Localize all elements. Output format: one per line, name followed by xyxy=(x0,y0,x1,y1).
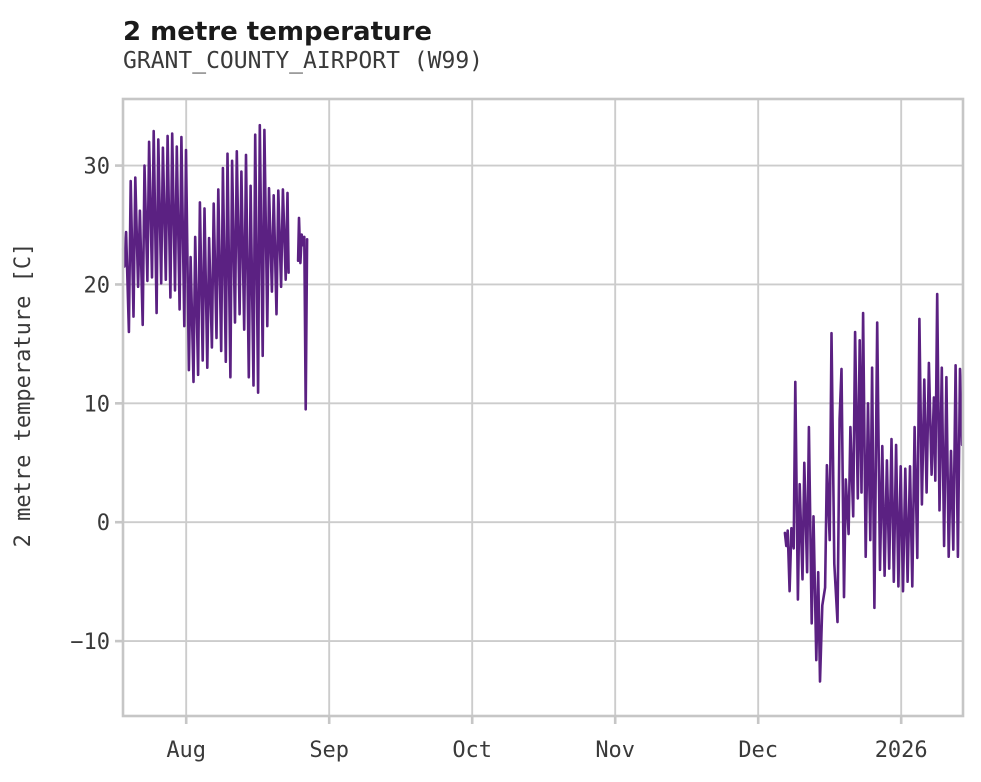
y-tick-label: 20 xyxy=(84,273,111,298)
y-tick-label: 30 xyxy=(84,155,111,180)
temperature-line xyxy=(783,292,964,683)
y-tick-label: 10 xyxy=(84,392,111,417)
temperature-line xyxy=(121,123,290,394)
plot-border xyxy=(121,97,965,718)
chart-title: 2 metre temperature xyxy=(123,17,432,47)
x-tick-label: 2026 xyxy=(875,738,928,763)
y-axis-label: 2 metre temperature [C] xyxy=(11,243,36,548)
x-tick-label: Nov xyxy=(595,738,635,763)
y-tick-label: −10 xyxy=(70,630,110,655)
y-tick-label: 0 xyxy=(97,511,110,536)
x-tick-label: Aug xyxy=(166,738,206,763)
x-tick-label: Oct xyxy=(452,738,492,763)
x-tick-label: Sep xyxy=(309,738,349,763)
x-tick-label: Dec xyxy=(738,738,778,763)
temperature-line xyxy=(296,216,309,411)
chart-subtitle: GRANT_COUNTY_AIRPORT (W99) xyxy=(123,48,484,74)
